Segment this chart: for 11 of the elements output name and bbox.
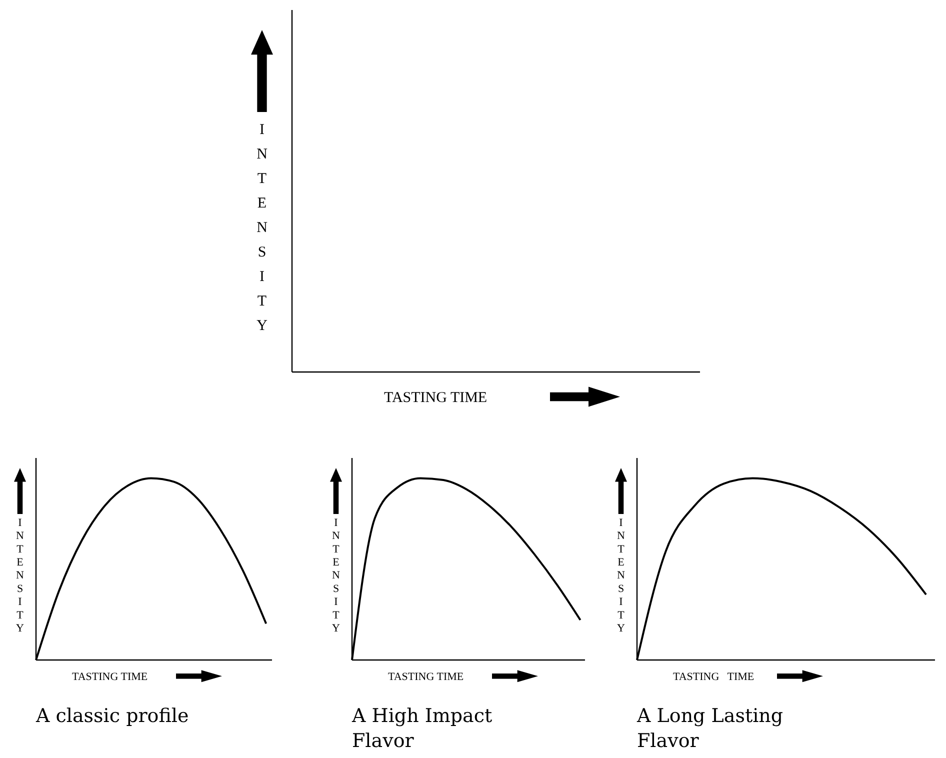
text: INTENSITY (332, 516, 340, 634)
x-axis-title: TASTING TIME (673, 671, 754, 683)
x-axis-title: TASTING TIME (72, 671, 148, 683)
text: INTENSITY (256, 122, 268, 334)
text: A Long Lasting Flavor (636, 705, 784, 752)
x-axis-title: TASTING TIME (388, 671, 464, 683)
text: A High Impact Flavor (351, 705, 492, 752)
text: INTENSITY (16, 516, 24, 634)
text: INTENSITY (617, 516, 625, 634)
text: A classic profile (35, 705, 189, 727)
text: TASTING TIME (384, 390, 488, 406)
